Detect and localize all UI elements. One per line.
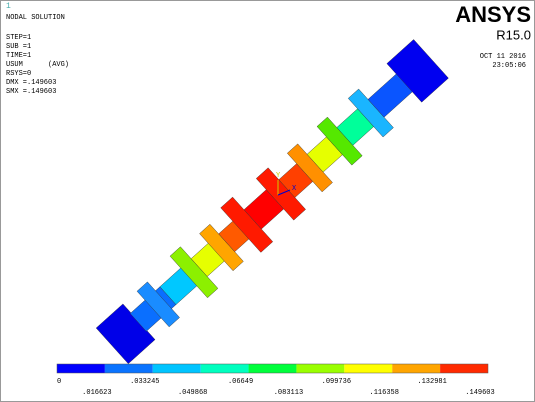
info-line: SMX =.149603 <box>6 88 56 96</box>
legend-swatch <box>344 364 392 373</box>
legend-label: .149603 <box>465 389 494 397</box>
legend-label: .099736 <box>322 378 351 386</box>
info-line: STEP=1 <box>6 34 31 42</box>
brand-version: R15.0 <box>496 27 531 42</box>
info-line: USUM (AVG) <box>6 61 69 69</box>
legend-label: .116358 <box>370 389 399 397</box>
viewport: 1 NODAL SOLUTION STEP=1SUB =1TIME=1USUM … <box>0 0 535 402</box>
legend-label: .083113 <box>274 389 303 397</box>
legend-label: .033245 <box>130 378 159 386</box>
legend-label: .06649 <box>228 378 253 386</box>
legend-swatch <box>105 364 153 373</box>
legend-label: 0 <box>57 378 61 386</box>
legend-label: .132981 <box>417 378 446 386</box>
time: 23:05:06 <box>492 62 526 70</box>
info-line: TIME=1 <box>6 52 31 60</box>
window-id: 1 <box>6 2 11 11</box>
legend-swatch <box>296 364 344 373</box>
legend-swatch <box>249 364 297 373</box>
legend-swatch <box>440 364 488 373</box>
info-line: RSYS=0 <box>6 70 31 78</box>
legend-swatch <box>153 364 201 373</box>
info-line: SUB =1 <box>6 43 31 51</box>
date: OCT 11 2016 <box>480 53 526 61</box>
brand-name: ANSYS <box>455 2 531 27</box>
legend-swatch <box>392 364 440 373</box>
legend-swatch <box>57 364 105 373</box>
info-title: NODAL SOLUTION <box>6 14 65 22</box>
legend-swatch <box>201 364 249 373</box>
legend-label: .049868 <box>178 389 207 397</box>
legend-label: .016623 <box>82 389 111 397</box>
info-line: DMX =.149603 <box>6 79 56 87</box>
